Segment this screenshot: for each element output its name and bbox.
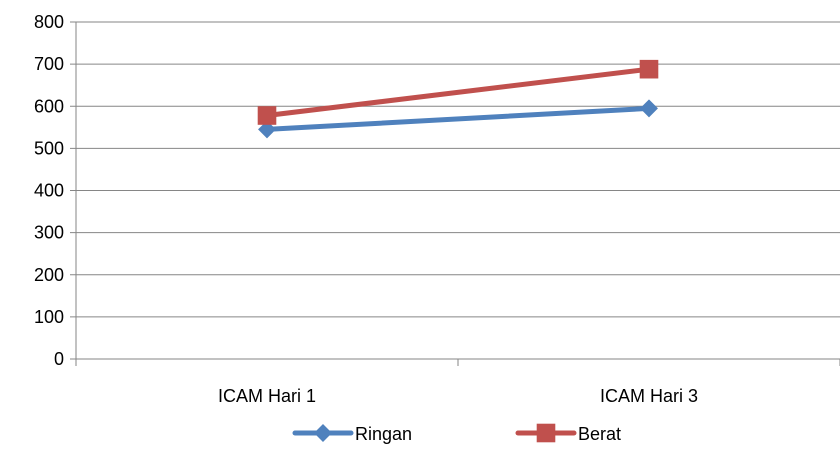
series-ringan: [258, 99, 658, 139]
data-point-diamond: [314, 424, 332, 442]
y-tick-label: 800: [34, 12, 64, 32]
y-tick-label: 300: [34, 223, 64, 243]
x-tick-labels: ICAM Hari 1 ICAM Hari 3: [218, 386, 698, 406]
legend-label: Berat: [578, 424, 621, 444]
series-line: [264, 66, 652, 119]
data-point-square: [536, 423, 556, 443]
data-point-square: [257, 106, 277, 125]
series-line: [264, 105, 652, 132]
y-tick-label: 100: [34, 307, 64, 327]
y-tick-label: 600: [34, 96, 64, 116]
y-tick-label: 200: [34, 265, 64, 285]
axes: [70, 21, 840, 366]
legend-item-berat: Berat: [515, 423, 621, 444]
data-series: [257, 59, 659, 139]
gridlines: [76, 21, 840, 318]
y-tick-label: 700: [34, 54, 64, 74]
legend: Ringan Berat: [292, 423, 621, 444]
y-tick-label: 500: [34, 138, 64, 158]
x-tick-label: ICAM Hari 3: [600, 386, 698, 406]
data-point-diamond: [258, 120, 276, 139]
legend-label: Ringan: [355, 424, 412, 444]
data-point-diamond: [640, 99, 658, 118]
x-tick-label: ICAM Hari 1: [218, 386, 316, 406]
legend-item-ringan: Ringan: [292, 424, 412, 444]
y-tick-label: 400: [34, 181, 64, 201]
y-tick-label: 0: [54, 349, 64, 369]
y-tick-labels: 0 100 200 300 400 500 600 700 800: [34, 12, 64, 369]
data-point-square: [639, 59, 659, 79]
series-berat: [257, 59, 659, 125]
